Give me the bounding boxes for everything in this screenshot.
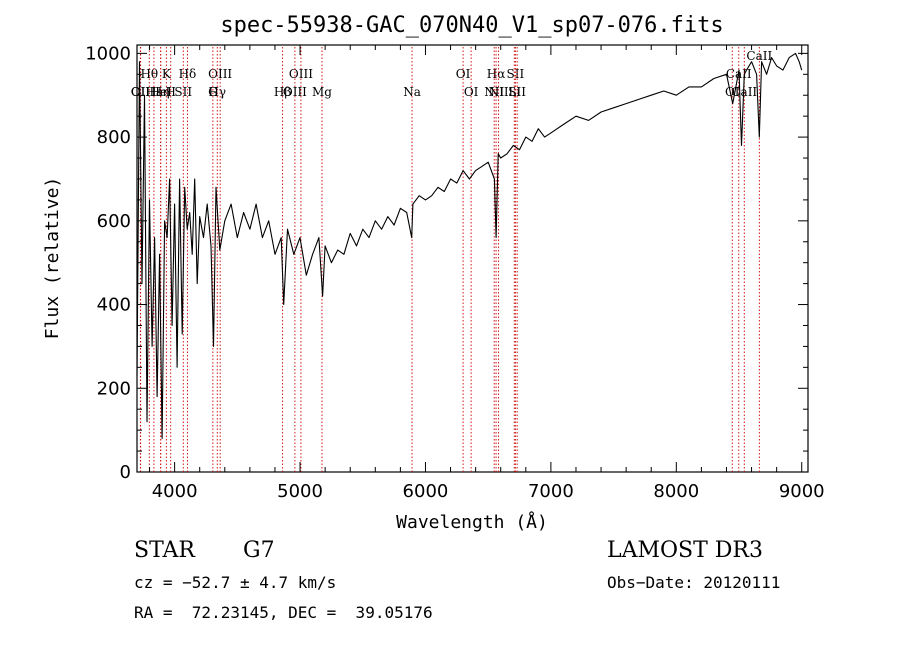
- spectral-line-label: HeI: [150, 85, 173, 99]
- x-tick-label: 8000: [653, 481, 699, 502]
- spectral-line-label: OIII: [208, 67, 232, 81]
- cz-readout: cz = −52.7 ± 4.7 km/s: [134, 573, 337, 592]
- y-tick-label: 200: [97, 378, 131, 399]
- spectral-line-label: Hε: [146, 85, 163, 99]
- spectral-line-label: Hγ: [208, 85, 226, 99]
- spectral-line-label: NII: [484, 85, 504, 99]
- spectral-line-label: SII: [507, 67, 525, 81]
- spectral-line-label: Mg: [312, 85, 332, 99]
- object-subclass: G7: [243, 538, 275, 563]
- spectral-line-label: OII: [131, 85, 151, 99]
- y-axis-label: Flux (relative): [42, 177, 63, 340]
- spectral-line-label: K: [162, 67, 172, 81]
- x-tick-label: 6000: [403, 481, 449, 502]
- spectral-line-label: Hθ: [140, 67, 158, 81]
- survey-label: LAMOST DR3: [607, 538, 763, 563]
- spectral-line-label: Li: [508, 85, 520, 99]
- spectral-line-label: Hα: [487, 67, 506, 81]
- spectral-line-label: OI: [456, 67, 471, 81]
- spectral-line-label: CaII: [746, 49, 772, 63]
- axis-ticks: 4000 5000 6000 7000 8000 9000 0 200 400 600 800 100…: [85, 43, 824, 502]
- spectral-line-label: Hβ: [274, 85, 291, 99]
- y-tick-label: 1000: [85, 43, 131, 64]
- chart-title: spec-55938-GAC_070N40_V1_sp07-076.fits: [220, 13, 723, 38]
- y-tick-label: 400: [97, 295, 131, 316]
- spectral-line-label: SII: [508, 85, 526, 99]
- x-tick-label: 5000: [277, 481, 323, 502]
- spectral-line-label: OIII: [289, 67, 313, 81]
- spectral-line-label: OIII: [283, 85, 307, 99]
- spectral-line-label: CaII: [731, 85, 757, 99]
- object-class: STAR: [134, 538, 195, 563]
- radec-readout: RA = 72.23145, DEC = 39.05176: [134, 603, 433, 622]
- spectral-line-label: SII: [174, 85, 192, 99]
- spectral-line-label: H: [166, 85, 176, 99]
- x-axis-label: Wavelength (Å): [396, 511, 548, 533]
- spectral-line-label: Hδ: [179, 67, 197, 81]
- obs-date: Obs−Date: 20120111: [607, 573, 781, 592]
- spectral-line-label: G: [208, 85, 218, 99]
- y-tick-label: 600: [97, 211, 131, 232]
- spectral-line-label: Na: [403, 85, 421, 99]
- spectral-line-label: OII: [131, 85, 151, 99]
- x-tick-label: 9000: [779, 481, 825, 502]
- spectral-line-label: NII: [489, 85, 509, 99]
- x-tick-label: 7000: [528, 481, 574, 502]
- x-tick-label: 4000: [152, 481, 198, 502]
- plot-frame: [136, 44, 809, 473]
- series-layer: [136, 52, 803, 440]
- y-tick-label: 0: [120, 462, 131, 483]
- y-tick-label: 800: [97, 127, 131, 148]
- spectral-line-label: Hη: [152, 85, 170, 99]
- series-line-flux: [136, 52, 803, 440]
- spectral-line-label: OI: [464, 85, 479, 99]
